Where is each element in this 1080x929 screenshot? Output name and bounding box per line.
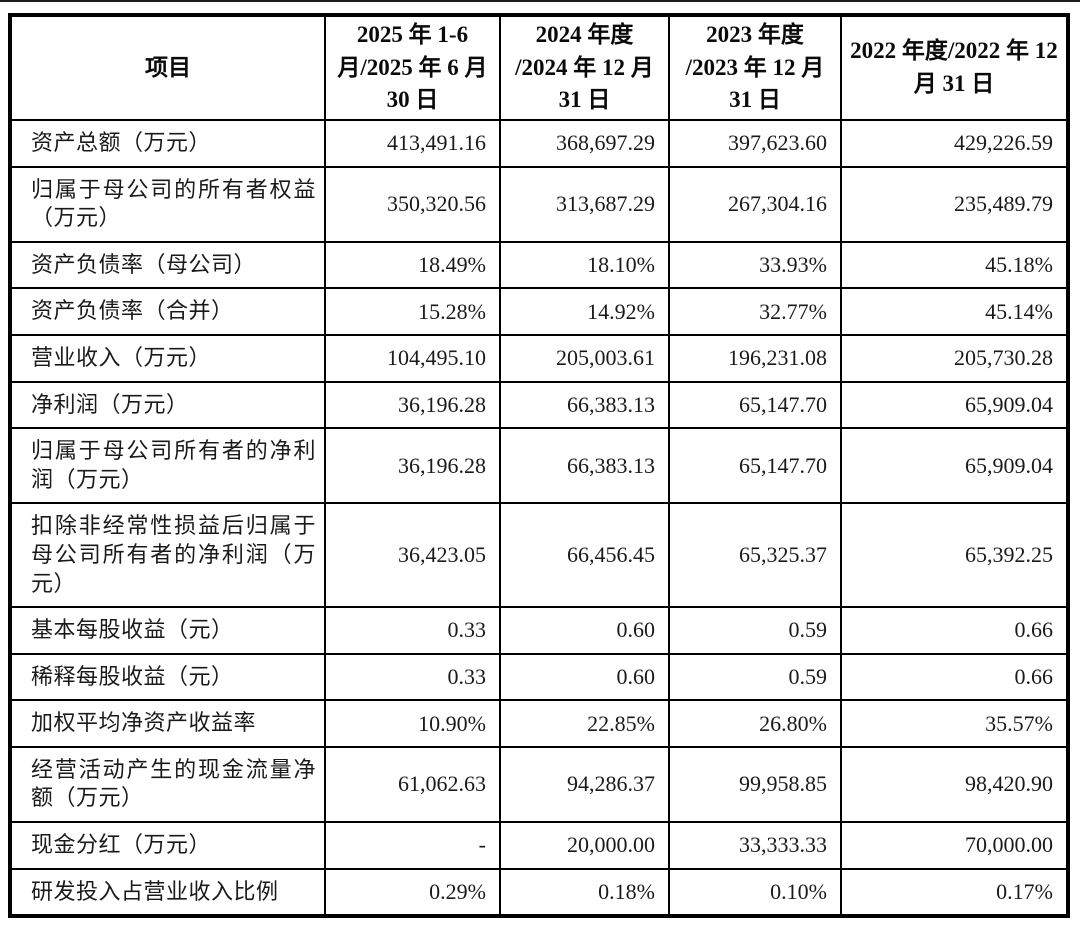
value-cell: 45.14% [840, 287, 1069, 336]
table-body: 资产总额（万元） 413,491.16 368,697.29 397,623.60 42… [9, 118, 1069, 918]
table-row: 研发投入占营业收入比例 0.29% 0.18% 0.10% 0.17% [9, 867, 1069, 918]
value-cell: 20,000.00 [499, 821, 670, 870]
value-cell: 368,697.29 [499, 118, 670, 168]
table-row: 扣除非经常性损益后归属于母公司所有者的净利润（万元） 36,423.05 66,45… [9, 502, 1069, 609]
value-cell: 33,333.33 [668, 821, 842, 870]
table-row: 现金分红（万元） -20,000.00 33,333.33 70,000.00 [9, 821, 1069, 870]
value-cell: 0.29% [324, 867, 501, 918]
financial-summary-table: 项目 2025 年 1-6 月/2025 年 6 月 30 日 2024 年度 … [8, 13, 1070, 919]
value-cell: 196,231.08 [668, 333, 842, 383]
value-cell: 36,196.28 [324, 380, 501, 430]
row-label: 加权平均净资产收益率 [9, 699, 326, 748]
value-cell: 0.10% [668, 867, 842, 918]
row-label: 营业收入（万元） [9, 333, 326, 383]
table-row: 净利润（万元） 36,196.28 66,383.13 65,147.70 65,909… [9, 380, 1069, 430]
value-cell: 0.33 [324, 652, 501, 702]
row-label: 研发投入占营业收入比例 [9, 867, 326, 918]
value-cell: 26.80% [668, 699, 842, 748]
table-row: 资产负债率（合并） 15.28% 14.92% 32.77% 45.14% [9, 287, 1069, 336]
row-label: 资产负债率（母公司） [9, 240, 326, 290]
value-cell: 0.17% [840, 867, 1069, 918]
page-top-rule [0, 0, 1080, 2]
table-header-row: 项目 2025 年 1-6 月/2025 年 6 月 30 日 2024 年度 … [9, 14, 1069, 121]
table-row: 基本每股收益（元） 0.33 0.60 0.59 0.66 [9, 606, 1069, 655]
table-row: 加权平均净资产收益率 10.90% 22.85% 26.80% 35.57% [9, 699, 1069, 748]
value-cell: 0.66 [840, 606, 1069, 655]
value-cell: 0.59 [668, 606, 842, 655]
value-cell: 0.60 [499, 606, 670, 655]
value-cell: 94,286.37 [499, 745, 670, 824]
value-cell: 70,000.00 [840, 821, 1069, 870]
value-cell: 35.57% [840, 699, 1069, 748]
value-cell: 65,392.25 [840, 502, 1069, 609]
table-row: 稀释每股收益（元） 0.33 0.60 0.59 0.66 [9, 652, 1069, 702]
value-cell: 0.60 [499, 652, 670, 702]
value-cell: 65,147.70 [668, 380, 842, 430]
value-cell: 235,489.79 [840, 165, 1069, 243]
row-label: 基本每股收益（元） [9, 606, 326, 655]
value-cell: 33.93% [668, 240, 842, 290]
value-cell: 413,491.16 [324, 118, 501, 168]
value-cell: 15.28% [324, 287, 501, 336]
value-cell: 429,226.59 [840, 118, 1069, 168]
value-cell: 36,423.05 [324, 502, 501, 609]
value-cell: 10.90% [324, 699, 501, 748]
table-row: 资产总额（万元） 413,491.16 368,697.29 397,623.60 42… [9, 118, 1069, 168]
value-cell: 205,730.28 [840, 333, 1069, 383]
value-cell: 397,623.60 [668, 118, 842, 168]
column-header-2024: 2024 年度 /2024 年 12 月 31 日 [499, 14, 670, 121]
row-label: 资产负债率（合并） [9, 287, 326, 336]
value-cell: 22.85% [499, 699, 670, 748]
value-cell: 267,304.16 [668, 165, 842, 243]
row-label: 现金分红（万元） [9, 821, 326, 870]
table-row: 营业收入（万元） 104,495.10 205,003.61 196,231.08 20… [9, 333, 1069, 383]
value-cell: 65,147.70 [668, 427, 842, 505]
value-cell: 104,495.10 [324, 333, 501, 383]
value-cell: 18.49% [324, 240, 501, 290]
row-label: 归属于母公司的所有者权益（万元） [9, 165, 326, 243]
value-cell: 0.59 [668, 652, 842, 702]
value-cell: 18.10% [499, 240, 670, 290]
value-cell: 66,383.13 [499, 427, 670, 505]
value-cell: 61,062.63 [324, 745, 501, 824]
row-label: 经营活动产生的现金流量净额（万元） [9, 745, 326, 824]
value-cell: 0.33 [324, 606, 501, 655]
value-cell: 0.66 [840, 652, 1069, 702]
value-cell: 36,196.28 [324, 427, 501, 505]
value-cell: 350,320.56 [324, 165, 501, 243]
value-cell: 99,958.85 [668, 745, 842, 824]
value-cell: 313,687.29 [499, 165, 670, 243]
column-header-item: 项目 [9, 14, 326, 121]
value-cell: 66,456.45 [499, 502, 670, 609]
table-row: 归属于母公司所有者的净利润（万元） 36,196.28 66,383.13 65,14… [9, 427, 1069, 505]
row-label: 归属于母公司所有者的净利润（万元） [9, 427, 326, 505]
value-cell: 98,420.90 [840, 745, 1069, 824]
value-cell: 66,383.13 [499, 380, 670, 430]
column-header-2022: 2022 年度/2022 年 12 月 31 日 [840, 14, 1069, 121]
value-cell: 45.18% [840, 240, 1069, 290]
table-row: 归属于母公司的所有者权益（万元） 350,320.56 313,687.29 267,… [9, 165, 1069, 243]
value-cell: 14.92% [499, 287, 670, 336]
row-label: 净利润（万元） [9, 380, 326, 430]
table-row: 经营活动产生的现金流量净额（万元） 61,062.63 94,286.37 99,95… [9, 745, 1069, 824]
row-label: 资产总额（万元） [9, 118, 326, 168]
column-header-2025-h1: 2025 年 1-6 月/2025 年 6 月 30 日 [324, 14, 501, 121]
value-cell: 0.18% [499, 867, 670, 918]
column-header-2023: 2023 年度 /2023 年 12 月 31 日 [668, 14, 842, 121]
value-cell: 65,325.37 [668, 502, 842, 609]
value-cell: 65,909.04 [840, 427, 1069, 505]
value-cell: - [324, 821, 501, 870]
value-cell: 205,003.61 [499, 333, 670, 383]
table-row: 资产负债率（母公司） 18.49% 18.10% 33.93% 45.18% [9, 240, 1069, 290]
value-cell: 32.77% [668, 287, 842, 336]
row-label: 扣除非经常性损益后归属于母公司所有者的净利润（万元） [9, 502, 326, 609]
value-cell: 65,909.04 [840, 380, 1069, 430]
row-label: 稀释每股收益（元） [9, 652, 326, 702]
